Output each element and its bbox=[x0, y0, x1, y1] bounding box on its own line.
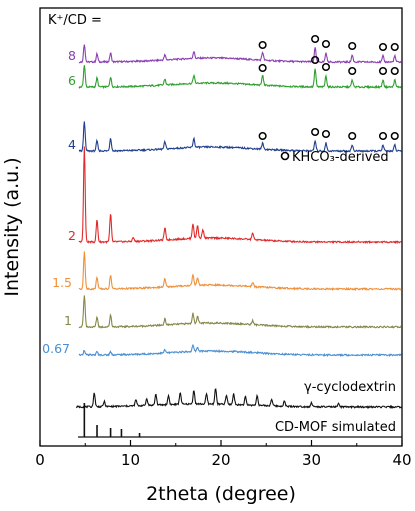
x-tick-label: 30 bbox=[302, 451, 321, 469]
series-label: 8 bbox=[68, 48, 76, 63]
pattern-line bbox=[78, 251, 402, 292]
khco3-peak-marker bbox=[390, 42, 399, 52]
pattern-line bbox=[78, 121, 402, 153]
series-label: 1.5 bbox=[52, 275, 72, 290]
series-layer: 8 6 4 2 1.5 1 0.67 γ-cyclodextrin CD-MOF simulat… bbox=[42, 34, 403, 438]
series-label: 6 bbox=[68, 73, 76, 88]
series-8: 8 bbox=[68, 34, 402, 64]
series-cd-mof-simulated bbox=[78, 403, 402, 438]
khco3-peak-marker bbox=[378, 131, 388, 141]
pattern-line bbox=[78, 295, 402, 329]
series-label: 0.67 bbox=[42, 341, 70, 356]
khco3-peak-marker bbox=[378, 42, 388, 52]
legend-header: K⁺/CD = bbox=[48, 13, 102, 28]
series--cyclodextrin bbox=[75, 388, 403, 410]
khco3-peak-marker bbox=[311, 127, 320, 137]
khco3-peak-marker bbox=[258, 63, 267, 73]
khco3-peak-marker bbox=[258, 40, 267, 50]
series-label: 2 bbox=[68, 228, 76, 243]
pattern-line bbox=[78, 146, 402, 245]
series-label: CD-MOF simulated bbox=[275, 420, 396, 435]
series-4: 4 bbox=[68, 121, 402, 153]
x-axis-label: 2theta (degree) bbox=[146, 483, 296, 505]
series-label: 1 bbox=[64, 313, 72, 328]
khco3-peak-marker bbox=[348, 66, 357, 76]
pattern-line bbox=[78, 65, 402, 90]
x-tick-label: 20 bbox=[211, 451, 230, 469]
x-axis-ticks: 0 10 20 30 40 bbox=[35, 440, 412, 469]
series-6: 6 bbox=[68, 55, 402, 90]
khco3-peak-marker bbox=[378, 66, 388, 76]
series-0-67: 0.67 bbox=[42, 341, 402, 358]
x-tick-label: 10 bbox=[121, 451, 140, 469]
khco3-peak-marker bbox=[390, 66, 399, 76]
y-axis-label: Intensity (a.u.) bbox=[1, 157, 23, 296]
series-label: 4 bbox=[68, 137, 76, 152]
pattern-line bbox=[75, 388, 403, 410]
series-2: 2 bbox=[68, 146, 402, 245]
series-1: 1 bbox=[64, 295, 402, 329]
x-tick-label: 0 bbox=[35, 451, 45, 469]
x-tick-label: 40 bbox=[392, 451, 411, 469]
pattern-line bbox=[78, 343, 402, 358]
khco3-peak-marker bbox=[348, 41, 357, 51]
khco3-peak-marker bbox=[321, 39, 331, 49]
khco3-peak-marker bbox=[390, 131, 399, 141]
khco3-marker-legend-label: KHCO₃-derived bbox=[292, 150, 389, 165]
khco3-peak-marker bbox=[321, 62, 331, 72]
khco3-peak-marker bbox=[258, 131, 267, 141]
series-label: γ-cyclodextrin bbox=[304, 380, 396, 395]
khco3-peak-marker bbox=[311, 34, 320, 44]
khco3-marker-legend-icon bbox=[280, 151, 290, 161]
khco3-peak-marker bbox=[321, 129, 331, 139]
pattern-line bbox=[78, 44, 402, 64]
series-1-5: 1.5 bbox=[52, 251, 402, 292]
khco3-peak-marker bbox=[348, 131, 357, 141]
khco3-peak-marker bbox=[311, 55, 320, 65]
